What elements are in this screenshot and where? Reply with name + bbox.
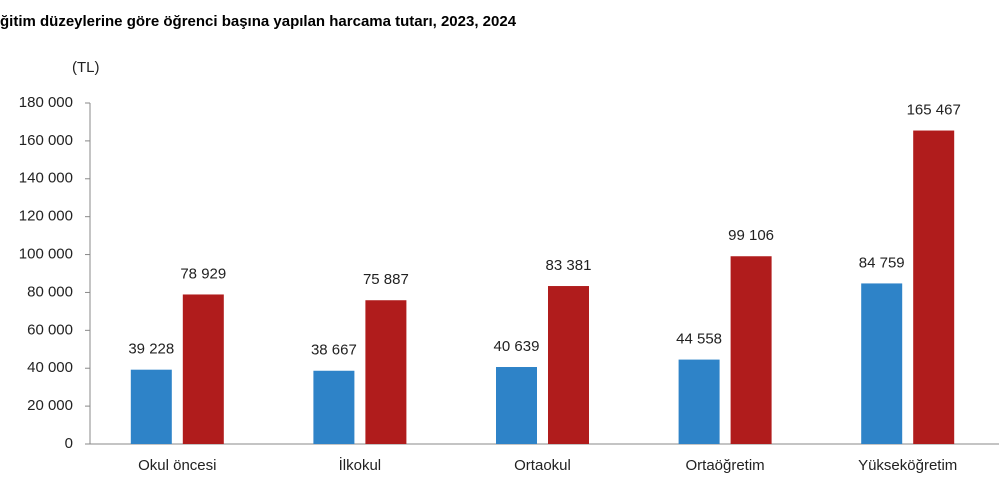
value-label: 165 467 [907, 102, 961, 119]
y-tick-label: 180 000 [19, 94, 73, 111]
y-tick-label: 60 000 [27, 321, 73, 338]
bar [313, 370, 355, 444]
bar [730, 256, 772, 444]
bar [182, 294, 224, 444]
y-tick-label: 0 [65, 435, 73, 452]
y-tick-label: 140 000 [19, 170, 73, 187]
y-tick-label: 120 000 [19, 208, 73, 225]
value-label: 99 106 [728, 227, 774, 244]
bar [365, 300, 407, 444]
value-label: 38 667 [311, 342, 357, 359]
value-label: 44 558 [676, 331, 722, 348]
value-label: 75 887 [363, 271, 409, 288]
value-label: 39 228 [128, 341, 174, 358]
bar [130, 369, 172, 444]
bar [678, 359, 720, 444]
x-tick-label: Ortaöğretim [685, 457, 764, 474]
x-tick-label: Ortaokul [514, 457, 571, 474]
y-tick-label: 80 000 [27, 283, 73, 300]
bar [496, 367, 537, 444]
value-label: 83 381 [546, 257, 592, 274]
x-tick-label: Okul öncesi [138, 457, 216, 474]
y-tick-label: 20 000 [27, 397, 73, 414]
x-tick-label: Yükseköğretim [858, 457, 957, 474]
y-axis-unit: (TL) [72, 59, 100, 76]
y-tick-label: 40 000 [27, 359, 73, 376]
bar [861, 283, 903, 444]
bar [913, 130, 955, 444]
y-tick-label: 100 000 [19, 246, 73, 263]
value-label: 84 759 [859, 254, 905, 271]
chart-title: ğitim düzeylerine göre öğrenci başına ya… [0, 13, 517, 30]
x-tick-label: İlkokul [339, 456, 382, 474]
y-tick-label: 160 000 [19, 132, 73, 149]
bar [548, 286, 589, 444]
value-label: 40 639 [494, 338, 540, 355]
value-label: 78 929 [180, 265, 226, 282]
